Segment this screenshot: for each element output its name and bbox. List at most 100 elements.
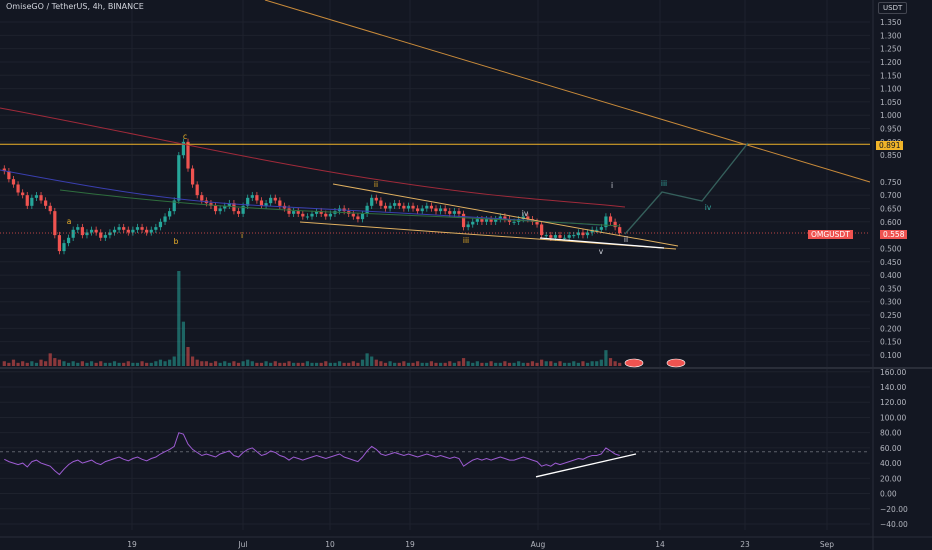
volume-bar <box>227 362 231 366</box>
candle-body <box>581 232 585 236</box>
volume-bar <box>177 271 181 366</box>
volume-bar <box>590 361 594 366</box>
volume-bar <box>85 362 89 366</box>
candle-body <box>241 205 245 214</box>
price-axis-tick: 1.300 <box>880 31 902 40</box>
volume-bar <box>397 362 401 366</box>
candle-body <box>7 171 11 180</box>
candle-body <box>452 211 456 214</box>
price-axis-tick: 0.700 <box>880 191 902 200</box>
candle-body <box>186 141 190 169</box>
candle-body <box>66 237 71 244</box>
candle-body <box>85 232 89 236</box>
volume-bar <box>181 321 186 366</box>
candle-body <box>246 197 250 206</box>
volume-bar <box>250 361 254 366</box>
candle-body <box>2 168 6 172</box>
candle-body <box>434 208 438 212</box>
moving-average-green <box>59 189 621 227</box>
volume-bar <box>356 362 360 366</box>
candle-body <box>562 237 567 239</box>
candle-body <box>117 227 121 230</box>
candle-body <box>397 203 401 206</box>
volume-bar <box>264 361 268 366</box>
candle-body <box>305 216 310 218</box>
time-axis-tick: 10 <box>325 540 335 549</box>
long-descending-trendline <box>264 0 871 183</box>
candle-body <box>278 200 282 206</box>
wave-label: a <box>67 217 72 226</box>
wave-label: b <box>174 237 179 246</box>
candle-body <box>406 205 411 209</box>
candle-body <box>374 197 378 201</box>
time-axis-tick: 23 <box>740 540 750 549</box>
volume-bar <box>126 361 130 366</box>
candle-body <box>195 184 199 196</box>
candle-body <box>213 205 218 212</box>
time-axis-tick: 19 <box>405 540 415 549</box>
candle-body <box>172 200 176 212</box>
volume-bar <box>503 361 507 366</box>
price-axis-tick: 0.300 <box>880 298 902 307</box>
volume-bar <box>140 361 144 366</box>
volume-bar <box>287 361 291 366</box>
wave-label: iv <box>705 203 712 212</box>
candle-body <box>608 216 613 222</box>
volume-bar <box>347 362 351 366</box>
volume-bar <box>149 362 153 366</box>
candle-body <box>227 203 231 206</box>
candle-body <box>457 211 461 214</box>
candle-body <box>149 229 153 233</box>
candle-body <box>200 195 204 201</box>
candle-body <box>356 216 360 220</box>
volume-bar <box>99 361 103 366</box>
volume-bar <box>112 361 117 366</box>
candle-body <box>466 224 470 228</box>
volume-bar <box>576 362 580 366</box>
price-axis-tick: 1.350 <box>880 18 902 27</box>
volume-bar <box>425 362 429 366</box>
volume-bar <box>246 359 250 366</box>
price-axis-tick: 1.250 <box>880 45 902 54</box>
candle-body <box>126 229 130 233</box>
volume-bar <box>259 362 264 366</box>
candle-body <box>585 232 590 236</box>
volume-bar <box>11 359 16 366</box>
wave-label: ii <box>624 235 628 244</box>
volume-bar <box>434 362 438 366</box>
support-trendline <box>539 237 665 249</box>
candle-body <box>108 232 112 236</box>
volume-bar <box>604 350 608 366</box>
rsi-axis-tick: 140.00 <box>880 383 906 392</box>
wave-label: i <box>611 181 613 190</box>
candle-body <box>140 227 144 230</box>
volume-bar <box>213 361 218 366</box>
volume-bar <box>457 361 461 366</box>
candle-body <box>25 195 29 206</box>
candle-body <box>236 211 241 214</box>
price-axis-tick: 0.750 <box>880 178 902 187</box>
time-axis-tick: Jul <box>237 540 247 549</box>
volume-bar <box>200 361 204 366</box>
volume-bar <box>172 356 176 366</box>
rsi-axis-tick: 60.00 <box>880 444 902 453</box>
candle-body <box>57 235 62 252</box>
candle-body <box>590 229 594 233</box>
volume-bar <box>475 361 479 366</box>
currency-selector[interactable]: USDT <box>878 2 908 14</box>
volume-bar <box>466 361 470 366</box>
price-axis-tick: 0.600 <box>880 218 902 227</box>
time-axis-tick: Aug <box>531 540 546 549</box>
volume-bar <box>379 361 383 366</box>
candle-body <box>402 205 406 209</box>
candle-body <box>89 229 94 233</box>
candle-body <box>475 219 479 222</box>
candle-body <box>572 235 576 237</box>
candle-body <box>471 221 475 225</box>
candle-body <box>287 208 291 214</box>
volume-bar <box>530 361 535 366</box>
volume-bar <box>388 361 392 366</box>
candle-body <box>94 229 98 233</box>
volume-bar <box>204 361 208 366</box>
